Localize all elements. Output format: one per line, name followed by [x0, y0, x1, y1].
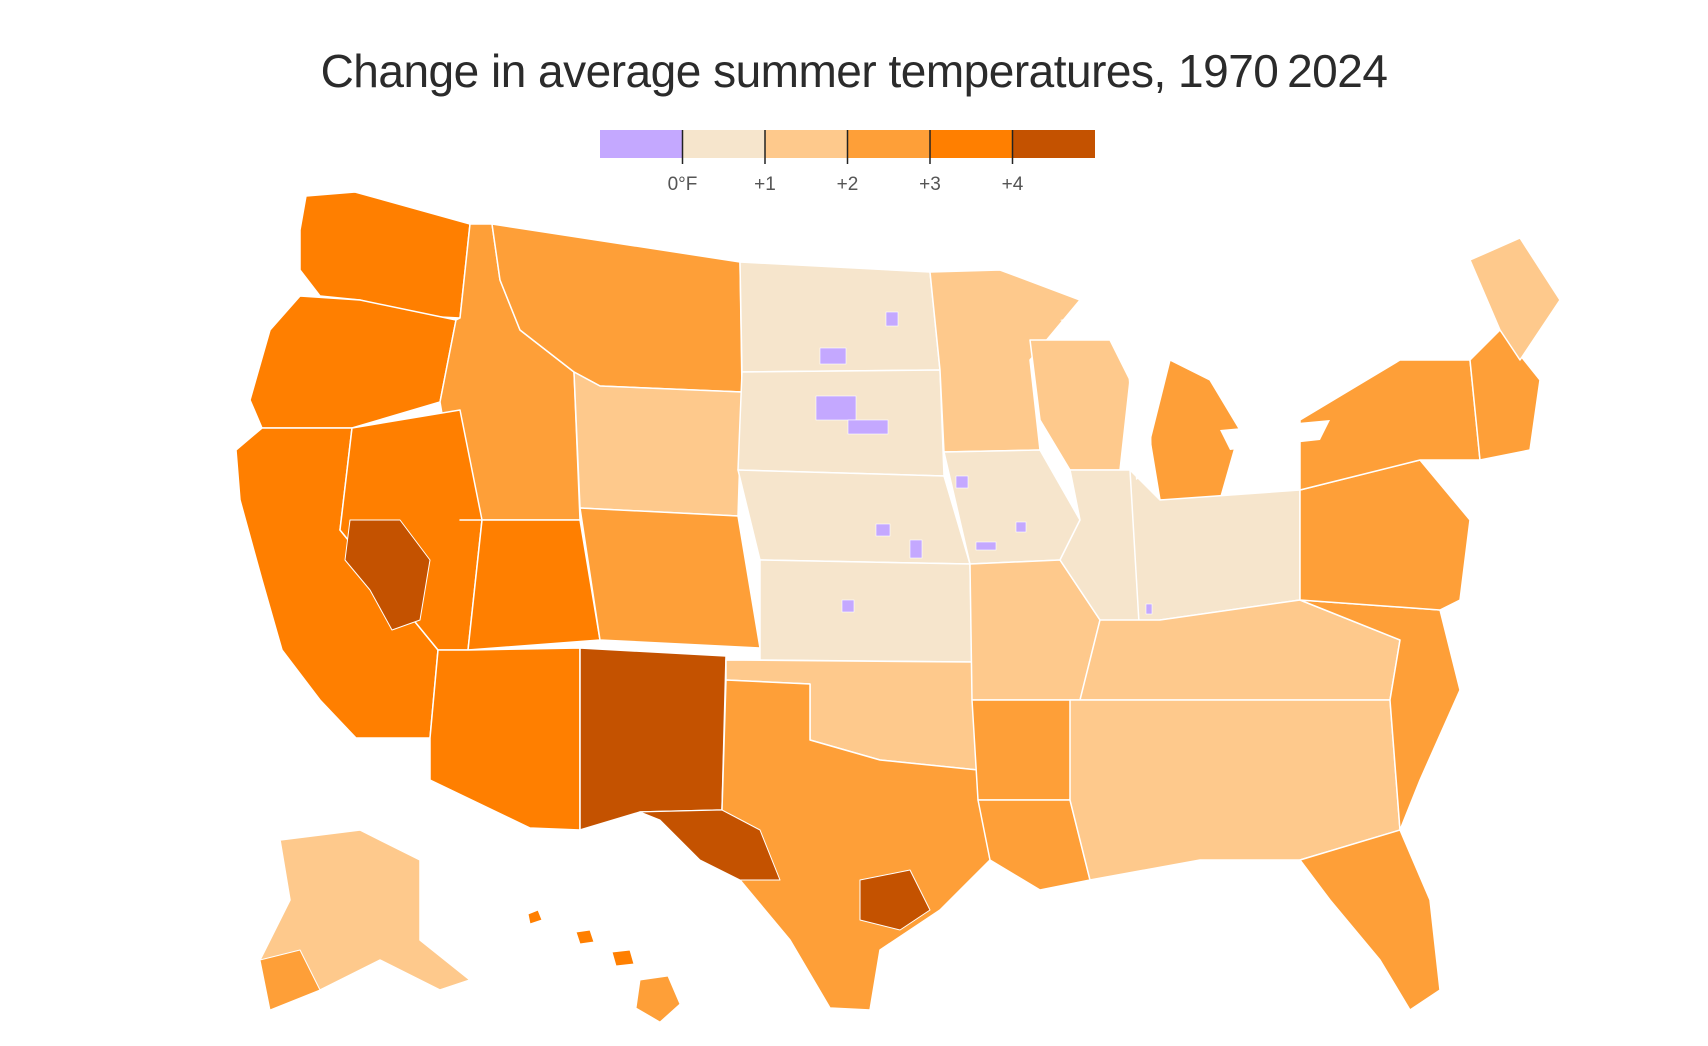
region-texas-central-hot: [859, 869, 931, 931]
region-hawaii-kauai: [527, 909, 543, 925]
cooling-county: [847, 419, 889, 435]
cooling-county: [1145, 603, 1153, 615]
region-kansas: [759, 559, 973, 663]
region-minnesota: [929, 269, 1081, 453]
region-oregon: [249, 295, 457, 429]
region-hawaii-oahu: [575, 929, 595, 945]
cooling-county: [909, 539, 923, 559]
cooling-county: [975, 541, 997, 551]
region-utah: [459, 519, 601, 651]
cooling-county: [885, 311, 899, 327]
region-nebraska: [737, 469, 971, 565]
region-alaska-coast: [259, 949, 321, 1011]
region-alaska: [259, 829, 471, 1011]
cooling-county: [1015, 521, 1027, 533]
region-wisconsin: [1029, 339, 1131, 471]
region-maine: [1469, 237, 1561, 361]
region-arkansas: [971, 699, 1081, 801]
lake-superior: [1060, 300, 1180, 340]
region-new-mexico: [579, 647, 727, 831]
cooling-county: [955, 475, 969, 489]
cooling-county: [875, 523, 891, 537]
cooling-county: [841, 599, 855, 613]
lake-erie-ontario: [1220, 420, 1330, 450]
region-nevada-hot: [344, 519, 431, 631]
region-south-dakota: [737, 369, 945, 477]
region-louisiana: [977, 799, 1091, 891]
region-florida: [1299, 829, 1441, 1011]
region-texas-west-hot: [639, 809, 781, 881]
region-wyoming: [573, 371, 743, 517]
cooling-county: [819, 347, 847, 365]
map-title: Change in average summer temperatures, 1…: [320, 45, 1388, 97]
region-colorado: [579, 507, 761, 649]
cooling-county: [815, 395, 857, 421]
region-new-england: [1469, 329, 1541, 461]
region-georgia-carolinas: [1299, 599, 1461, 831]
region-hawaii-maui: [611, 949, 635, 967]
lake-michigan: [1128, 360, 1152, 480]
region-hawaii-big-island: [635, 975, 681, 1023]
region-arizona: [429, 647, 581, 831]
